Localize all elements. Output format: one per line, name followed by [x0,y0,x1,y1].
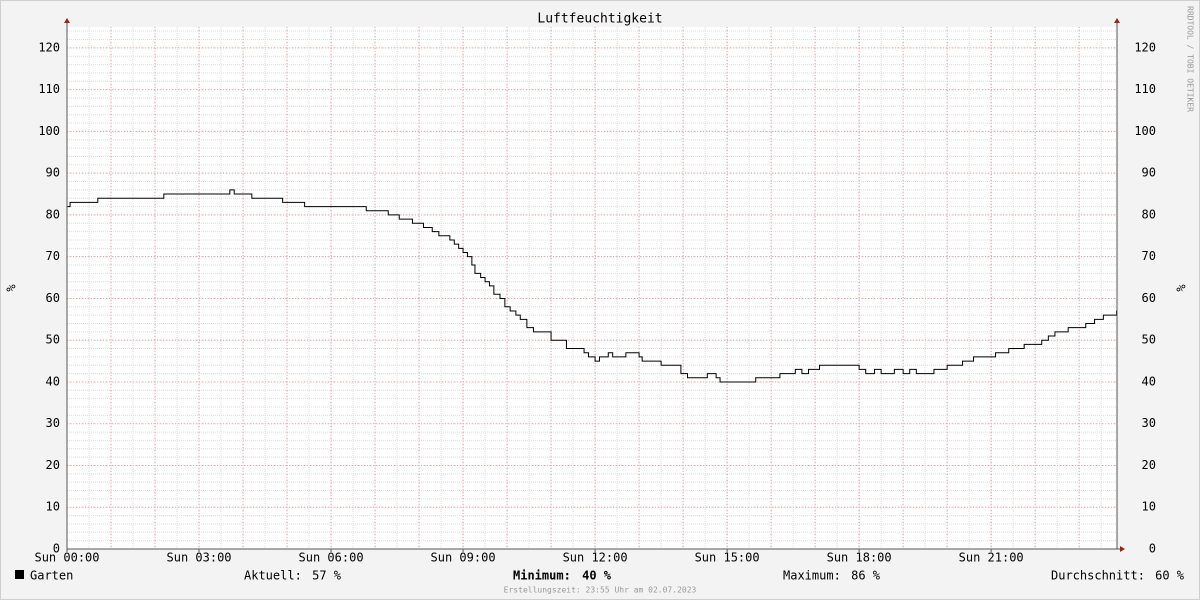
marks [67,189,1118,383]
x-tick-label: Sun 21:00 [959,551,1024,565]
axis-arrow [64,18,70,23]
y-tick-label-right: 0 [1149,542,1156,556]
x-tick-label: Sun 15:00 [695,551,760,565]
stat-value: 57 % [312,569,342,583]
y-tick-label: 100 [38,124,60,138]
y-tick-label-right: 30 [1142,416,1156,430]
stat-value: 40 % [582,569,612,583]
x-tick-label: Sun 06:00 [299,551,364,565]
y-tick-label: 0 [53,542,60,556]
y-tick-label: 40 [46,374,60,388]
y-tick-label-right: 10 [1142,500,1156,514]
x-tick-label: Sun 12:00 [563,551,628,565]
footer: Erstellungszeit: 23:55 Uhr am 02.07.2023 [504,586,697,595]
y-axis-label-right: % [1174,284,1188,292]
x-tick-label: Sun 03:00 [167,551,232,565]
stat-label: Maximum: [783,569,841,583]
y-tick-label-right: 70 [1142,249,1156,263]
y-tick-label: 90 [46,166,60,180]
y-tick-label-right: 100 [1134,124,1156,138]
y-tick-label-right: 110 [1134,82,1156,96]
y-tick-label: 10 [46,500,60,514]
y-tick-label: 120 [38,40,60,54]
legend-swatch [15,570,24,579]
stat-label: Durchschnitt: [1051,569,1145,583]
y-tick-label: 50 [46,333,60,347]
x-tick-label: Sun 09:00 [431,551,496,565]
y-tick-label: 110 [38,82,60,96]
y-tick-label: 70 [46,249,60,263]
plot-area [67,27,1117,549]
y-tick-label-right: 90 [1142,166,1156,180]
stat-label: Aktuell: [244,569,302,583]
stat-value: 86 % [851,569,881,583]
x-tick-label: Sun 18:00 [827,551,892,565]
y-tick-label-right: 50 [1142,333,1156,347]
y-tick-label: 80 [46,207,60,221]
axis-arrow [1114,18,1120,23]
watermark: RRDTOOL / TOBI OETIKER [1186,6,1195,112]
axis-arrow [1120,546,1125,552]
y-tick-label-right: 20 [1142,458,1156,472]
y-tick-label: 30 [46,416,60,430]
y-tick-label: 60 [46,291,60,305]
stat-label: Minimum: [513,569,571,583]
y-tick-label-right: 60 [1142,291,1156,305]
y-tick-label-right: 120 [1134,40,1156,54]
y-tick-label-right: 40 [1142,374,1156,388]
y-tick-label-right: 80 [1142,207,1156,221]
chart-title: Luftfeuchtigkeit [537,12,662,27]
data-line [67,189,1118,383]
x-tick-label: Sun 00:00 [34,551,99,565]
y-axis-label: % [4,284,18,292]
y-tick-label: 20 [46,458,60,472]
stat-value: 60 % [1155,569,1185,583]
legend-label: Garten [30,569,73,583]
